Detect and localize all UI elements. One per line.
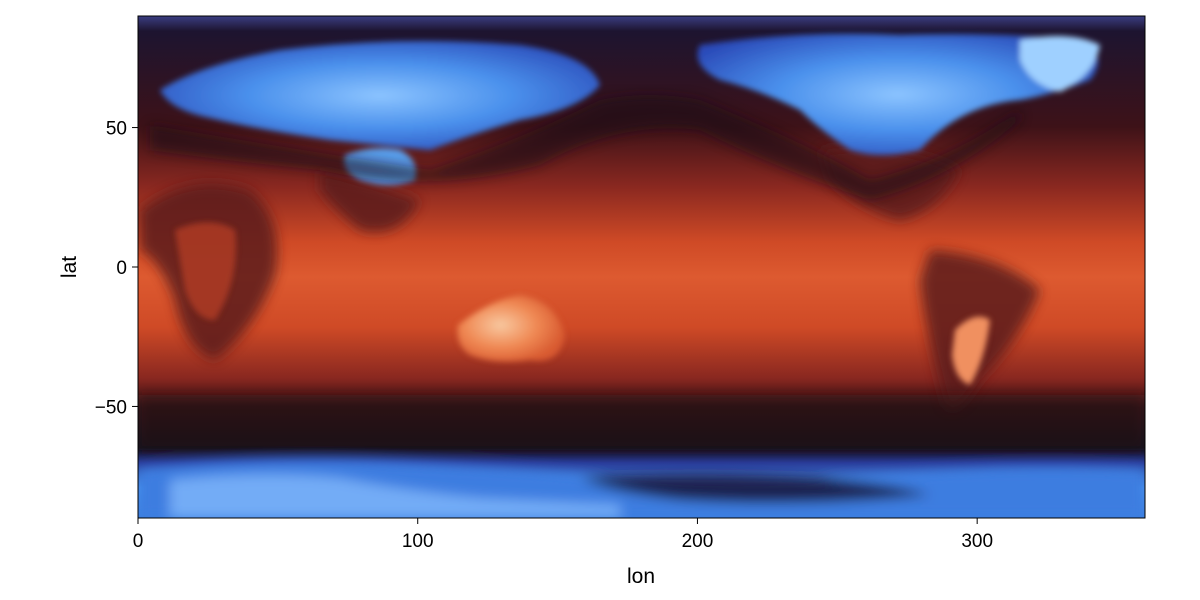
x-axis: 0 100 200 300	[133, 518, 993, 552]
africa-warm	[175, 222, 236, 320]
y-tick-label: 0	[116, 258, 127, 279]
south-america-hot	[952, 316, 990, 385]
x-tick-label: 300	[961, 531, 993, 552]
northern-shadow	[150, 95, 1020, 200]
heatmap-image	[138, 16, 1145, 518]
india-asia-land	[320, 170, 420, 232]
x-tick-label: 100	[402, 531, 434, 552]
y-axis: 50 0 −50	[95, 119, 138, 418]
y-axis-label: lat	[58, 256, 81, 278]
x-tick-label: 200	[682, 531, 714, 552]
antarctica-bright	[170, 474, 620, 518]
southern-dark-band	[138, 395, 1145, 450]
x-axis-label: lon	[627, 565, 655, 588]
australia-hot	[457, 295, 565, 362]
y-tick-label: 50	[106, 119, 127, 140]
greenland-cold	[1020, 36, 1100, 92]
eurasia-cold	[160, 41, 600, 150]
antarctica-dark	[580, 474, 930, 504]
north-america-cold	[697, 33, 1098, 155]
x-tick-label: 0	[133, 531, 144, 552]
y-tick-label: −50	[95, 397, 127, 418]
